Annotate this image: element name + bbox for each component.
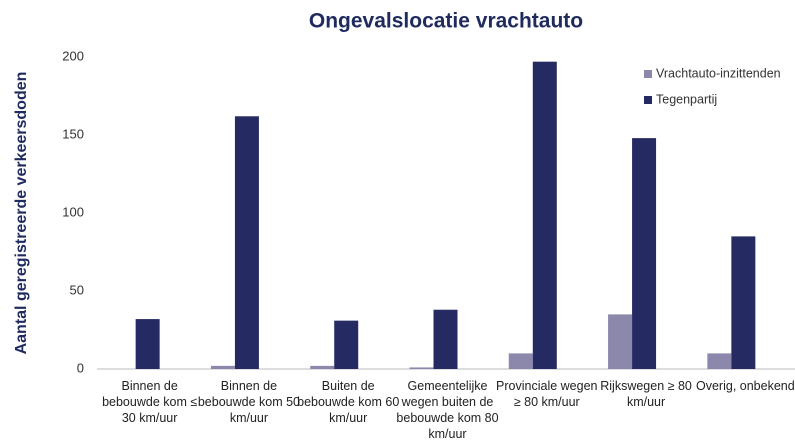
y-tick-label: 100 bbox=[62, 204, 84, 219]
y-tick-label: 200 bbox=[62, 48, 84, 63]
bar bbox=[310, 365, 335, 369]
legend-label: Vrachtauto-inzittenden bbox=[656, 66, 781, 80]
bar bbox=[433, 309, 458, 369]
x-tick-label: Gemeentelijke wegen buiten de bebouwde k… bbox=[396, 379, 499, 441]
chart-title: Ongevalslocatie vrachtauto bbox=[309, 10, 583, 33]
bar bbox=[409, 367, 434, 369]
x-tick-label: Overig, onbekend bbox=[696, 379, 795, 393]
bar bbox=[508, 353, 533, 369]
x-tick-label: Rijkswegen ≥ 80 km/uur bbox=[600, 379, 692, 409]
bar bbox=[532, 61, 557, 370]
bar bbox=[707, 353, 732, 369]
bar bbox=[135, 319, 160, 369]
bar bbox=[210, 365, 235, 369]
y-tick-label: 50 bbox=[70, 282, 84, 297]
bar bbox=[608, 314, 633, 369]
y-tick-label: 0 bbox=[77, 360, 84, 375]
bar bbox=[334, 320, 359, 369]
legend-swatch bbox=[644, 70, 652, 78]
legend-swatch bbox=[644, 96, 652, 104]
x-tick-label: Binnen de bebouwde kom 50 km/uur bbox=[197, 379, 300, 425]
x-tick-label: Buiten de bebouwde kom 60 km/uur bbox=[297, 379, 400, 425]
bar bbox=[731, 236, 756, 369]
legend-label: Tegenpartij bbox=[656, 92, 717, 106]
x-tick-label: Provinciale wegen ≥ 80 km/uur bbox=[496, 379, 598, 409]
x-tick-label: Binnen de bebouwde kom ≤ 30 km/uur bbox=[102, 379, 198, 425]
bar bbox=[632, 138, 657, 369]
y-axis-label: Aantal geregistreerde verkeersdoden bbox=[13, 72, 30, 355]
bar bbox=[234, 116, 259, 369]
y-tick-label: 150 bbox=[62, 126, 84, 141]
